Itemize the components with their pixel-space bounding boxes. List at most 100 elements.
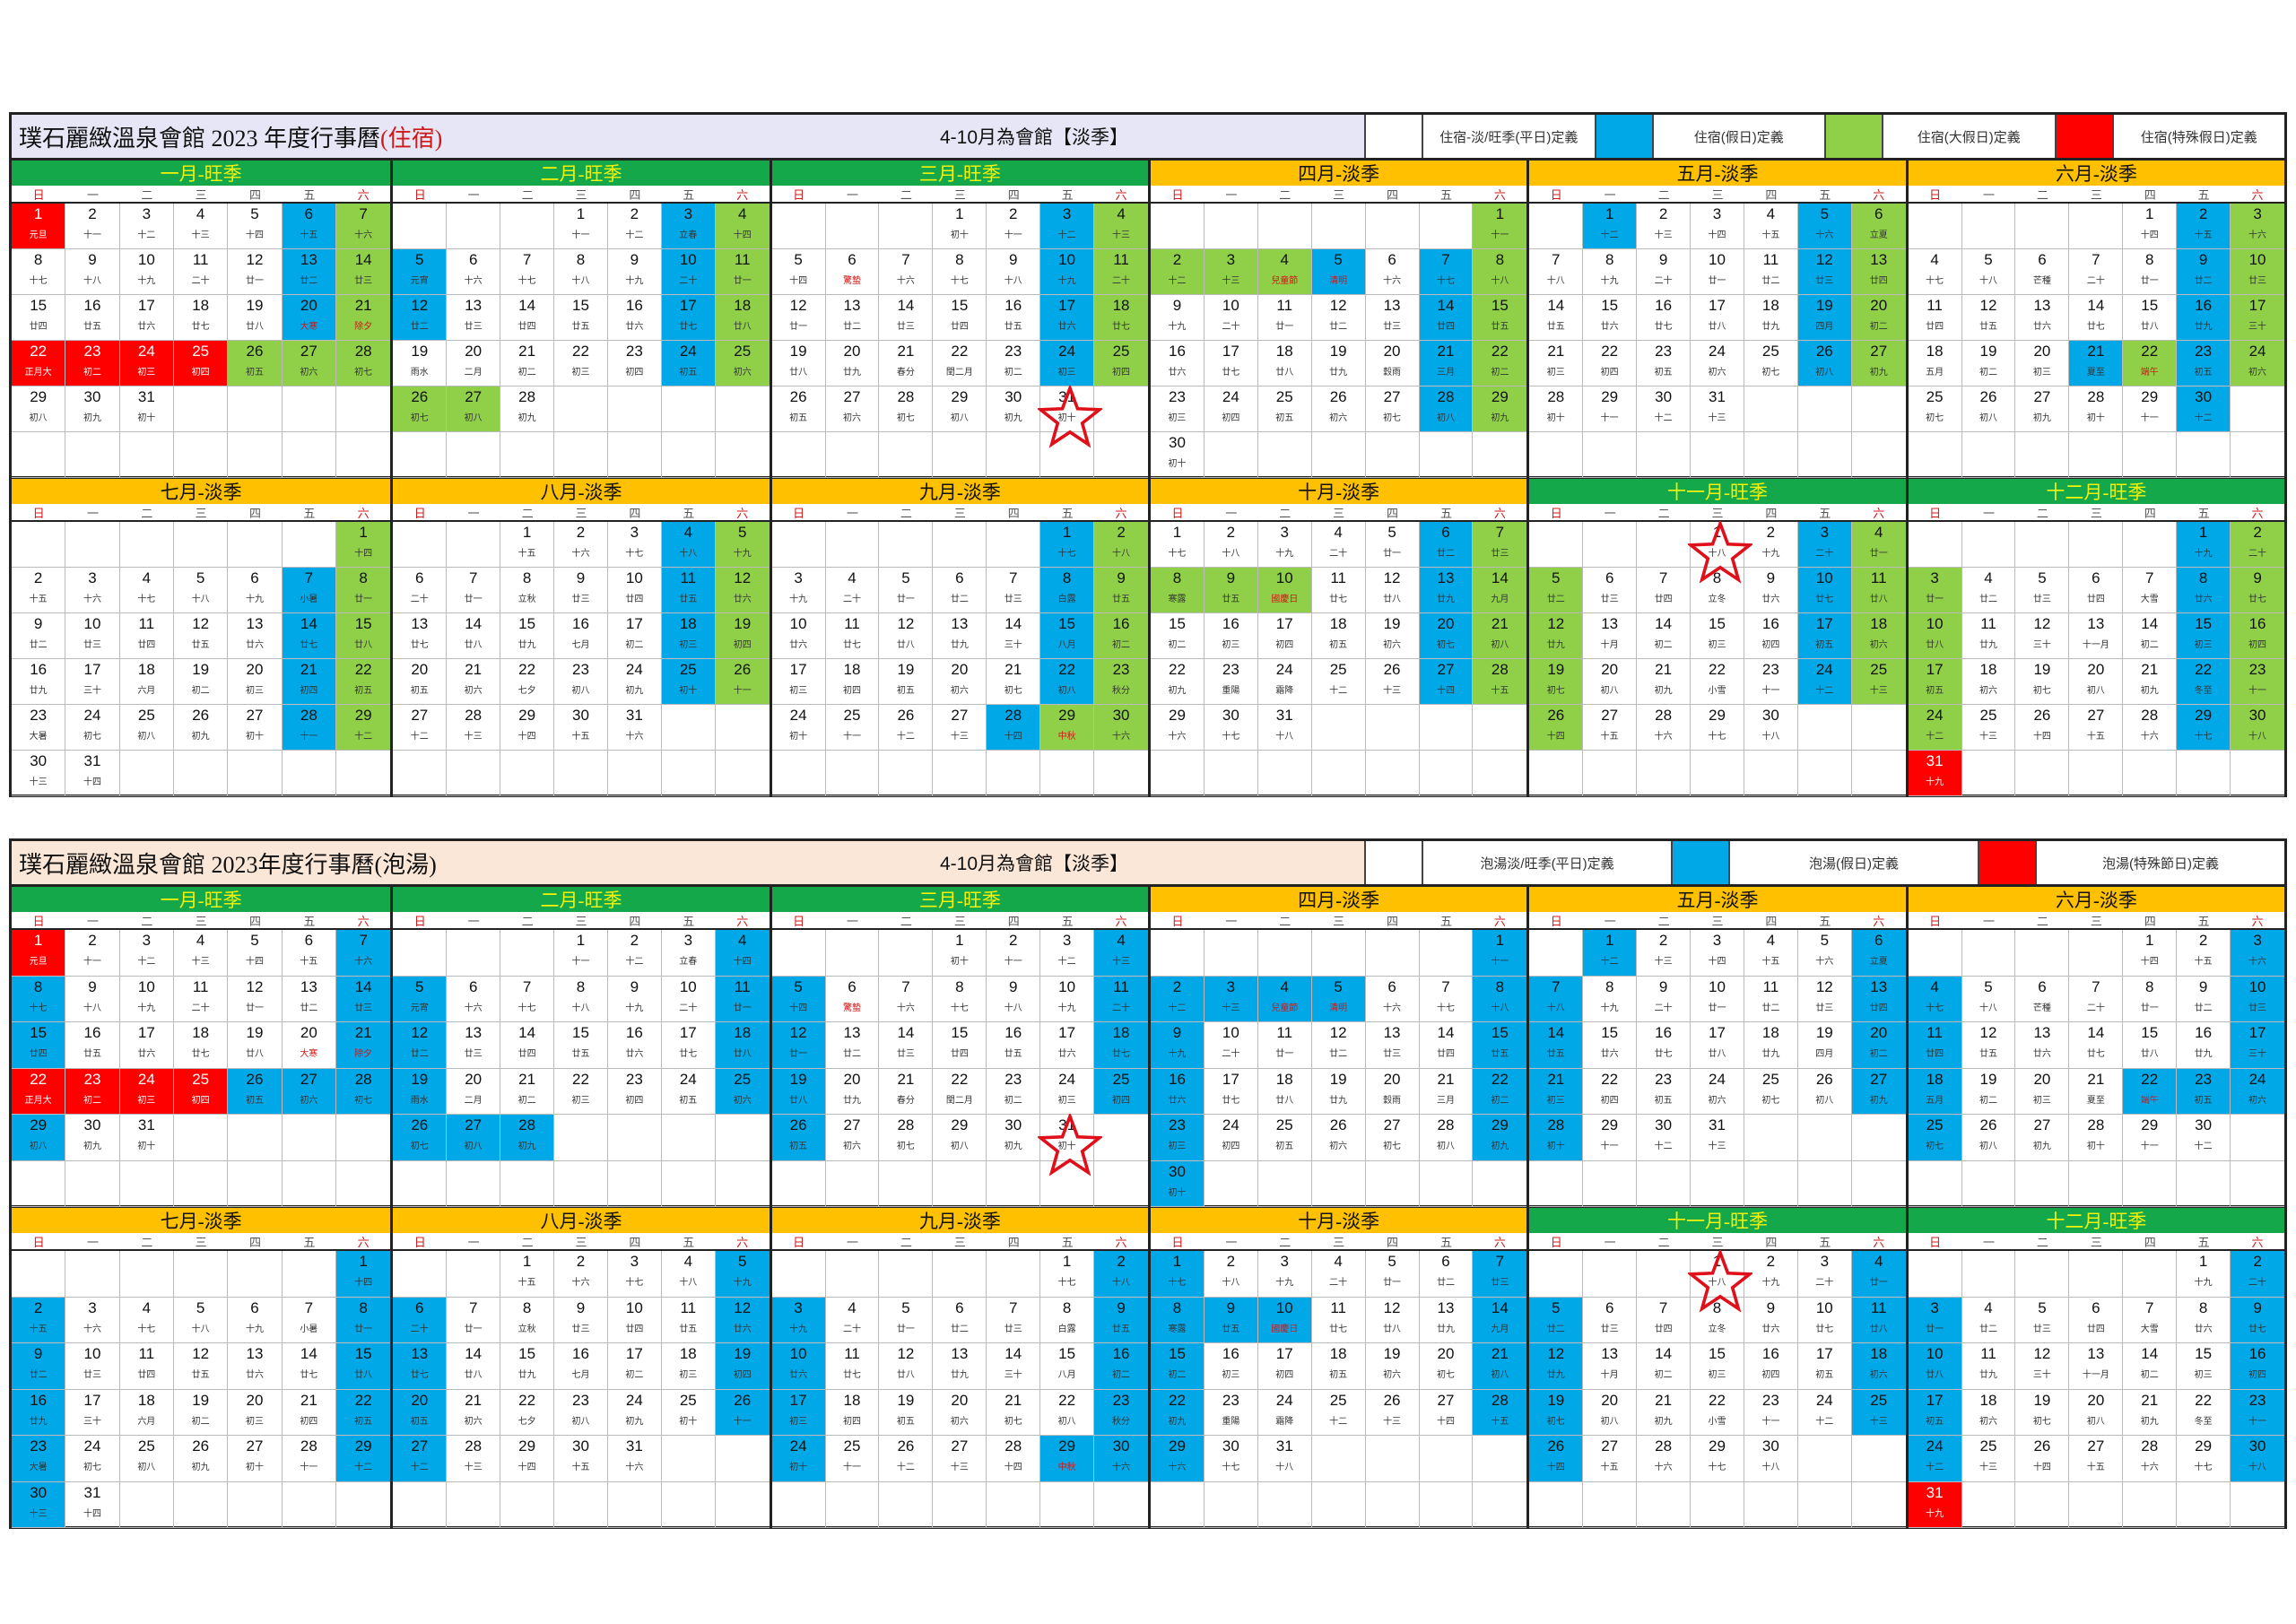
lunar-date: 初五 — [1329, 640, 1348, 650]
lunar-date: 十八 — [1491, 276, 1509, 286]
day-number: 16 — [83, 297, 101, 314]
day-grid: 1 十四 2 十五 3 十六 4 十七 5 十八 6 芒種 7 二十 8 廿一 9 廿二 10 廿三 11 廿四 12 廿五 1… — [1908, 930, 2284, 1207]
day-cell: 13 廿二 — [282, 249, 336, 295]
day-number: 18 — [1761, 1024, 1779, 1041]
day-cell: 21 初六 — [447, 659, 501, 705]
day-cell: 12 廿五 — [173, 613, 229, 659]
day-number: 4 — [1117, 932, 1126, 949]
weekday-label: 一 — [847, 188, 859, 202]
day-number: 2 — [2253, 524, 2262, 541]
empty-cell — [393, 1160, 448, 1207]
empty-cell — [715, 751, 770, 796]
day-number: 30 — [30, 1483, 48, 1501]
day-number: 7 — [1658, 569, 1668, 586]
lunar-date: 十六 — [1112, 1463, 1131, 1472]
weekday-label: 五 — [303, 1236, 316, 1249]
day-number: 3 — [630, 524, 639, 541]
day-number: 1 — [33, 205, 43, 222]
weekday-label: 日 — [1929, 188, 1942, 202]
day-number: 29 — [2195, 1437, 2213, 1455]
weekday-label: 二 — [521, 1236, 534, 1249]
lunar-date: 初四 — [191, 368, 210, 378]
empty-cell — [65, 1160, 120, 1207]
day-number: 11 — [1870, 1298, 1887, 1316]
day-number: 23 — [1112, 1391, 1130, 1409]
empty-cell — [282, 1115, 336, 1161]
day-number: 17 — [1222, 343, 1239, 360]
day-number: 22 — [1168, 1391, 1186, 1409]
weekday-label: 三 — [2090, 915, 2102, 928]
lunar-date: 廿二 — [950, 1324, 969, 1334]
day-cell: 15 廿六 — [1583, 1022, 1638, 1069]
day-number: 22 — [1058, 661, 1076, 678]
day-cell: 19 初二 — [173, 1389, 229, 1436]
lunar-date: 中秋 — [1057, 1463, 1076, 1472]
lunar-date: 三十 — [1004, 1370, 1022, 1380]
lunar-date: 廿六 — [137, 322, 156, 332]
day-number: 27 — [1601, 707, 1619, 724]
day-number: 29 — [2141, 1116, 2159, 1133]
lunar-date: 初二 — [1004, 1095, 1022, 1106]
day-number: 21 — [1437, 1070, 1455, 1088]
lunar-date: 四月 — [1815, 322, 1834, 332]
lunar-date: 初五 — [679, 368, 698, 378]
lunar-date: 廿二 — [2194, 276, 2213, 286]
day-cell: 19 初七 — [1529, 659, 1584, 705]
day-cell: 22 端午 — [2123, 1068, 2178, 1115]
day-cell: 9 廿五 — [1204, 1297, 1258, 1343]
day-number: 16 — [1655, 297, 1673, 314]
day-number: 19 — [1547, 1391, 1565, 1409]
title-bar: 璞石麗緻溫泉會館 2023年度行事曆(泡湯) 4-10月為會館【淡季】 — [12, 841, 1366, 884]
day-cell: 13 廿二 — [825, 295, 880, 341]
lunar-date: 雨水 — [410, 1095, 429, 1106]
lunar-date: 十三 — [464, 732, 483, 742]
day-cell: 26 十四 — [1529, 705, 1584, 751]
day-number: 15 — [354, 1345, 372, 1362]
day-number: 29 — [1709, 1437, 1726, 1455]
day-cell: 15 八月 — [1040, 613, 1095, 659]
day-number: 6 — [1441, 1253, 1450, 1270]
weekday-label: 六 — [736, 507, 749, 520]
lunar-date: 十三 — [1383, 686, 1402, 696]
day-number: 6 — [415, 1298, 424, 1316]
day-number: 21 — [354, 1024, 372, 1041]
day-cell: 27 十四 — [1419, 1389, 1474, 1436]
day-cell: 16 廿五 — [65, 295, 120, 341]
weekday-label: 一 — [467, 1236, 480, 1249]
day-cell: 11 二十 — [1094, 976, 1148, 1022]
day-cell: 24 初十 — [771, 1436, 826, 1482]
day-number: 30 — [30, 752, 48, 769]
day-cell: 6 十九 — [228, 568, 283, 613]
empty-cell — [2231, 751, 2284, 796]
day-cell: 4 十三 — [173, 204, 229, 249]
day-cell: 24 初五 — [661, 1068, 716, 1115]
day-cell: 23 初五 — [2177, 1068, 2231, 1115]
day-cell: 16 初四 — [1744, 1343, 1798, 1390]
day-number: 13 — [951, 615, 969, 632]
day-cell: 30 十八 — [1744, 1436, 1798, 1482]
empty-cell — [1851, 386, 1906, 432]
lunar-date: 十三 — [1112, 230, 1131, 240]
day-number: 3 — [794, 1298, 803, 1316]
empty-cell — [393, 1251, 448, 1298]
day-cell: 29 初九 — [1473, 1115, 1527, 1161]
day-cell: 14 初二 — [1637, 613, 1692, 659]
lunar-date: 雨水 — [410, 368, 429, 378]
lunar-date: 廿四 — [517, 322, 536, 332]
lunar-date: 清明 — [1329, 276, 1348, 286]
day-cell: 14 廿四 — [1419, 1022, 1474, 1069]
day-cell: 28 初九 — [500, 1115, 555, 1161]
day-cell: 9 廿七 — [2231, 1297, 2284, 1343]
lunar-date: 廿二 — [300, 1003, 318, 1013]
empty-cell — [2123, 432, 2178, 478]
day-cell: 11 廿一 — [715, 249, 770, 295]
day-cell: 7 十七 — [500, 976, 555, 1022]
day-cell: 23 初二 — [987, 341, 1041, 386]
empty-cell — [987, 1160, 1041, 1207]
lunar-date: 夏至 — [2086, 1095, 2105, 1106]
day-cell: 14 三十 — [987, 1343, 1041, 1390]
weekday-label: 五 — [1439, 188, 1452, 202]
day-number: 17 — [1058, 297, 1076, 314]
weekday-label: 四 — [2144, 1236, 2156, 1249]
lunar-date: 初八 — [29, 413, 48, 423]
